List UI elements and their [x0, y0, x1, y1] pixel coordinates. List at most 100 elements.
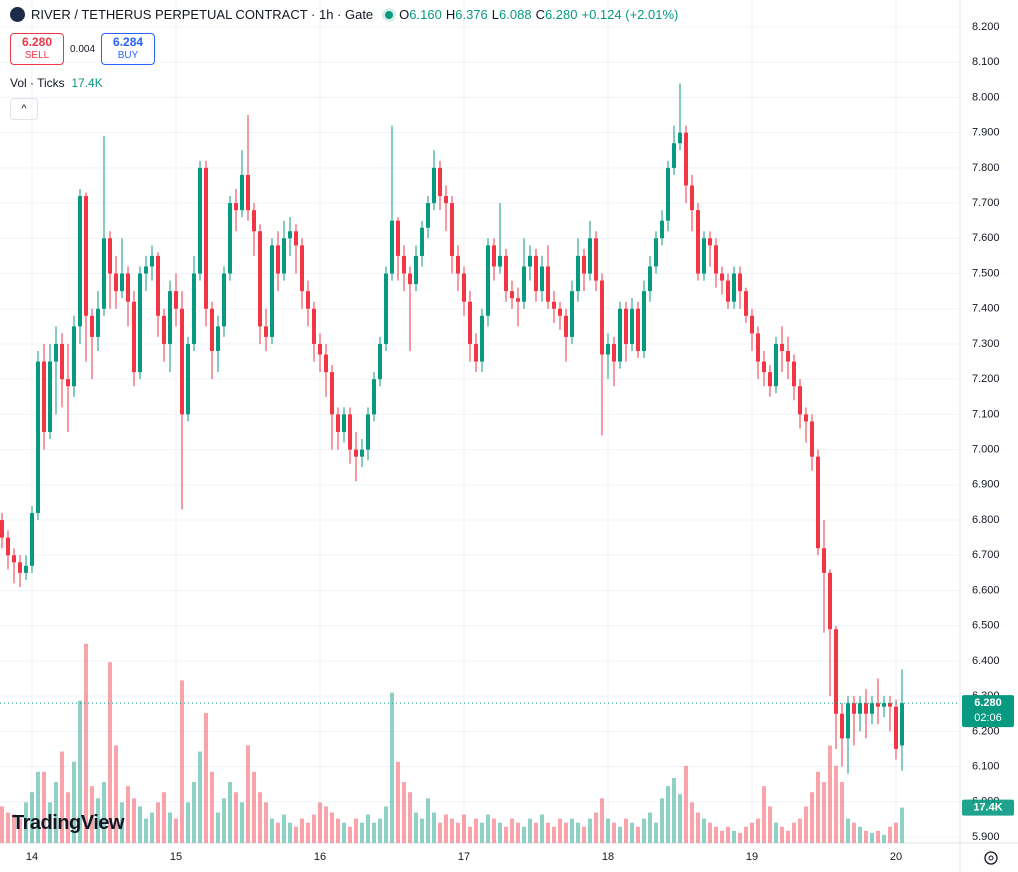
volume-bar [72, 761, 76, 843]
candle-body [444, 196, 448, 204]
volume-bar [276, 822, 280, 843]
volume-bar [516, 822, 520, 843]
last-price-label: 6.280 [974, 697, 1002, 709]
y-tick-label: 8.200 [972, 21, 1000, 33]
candle-body [198, 167, 202, 274]
candle-body [474, 343, 478, 362]
volume-bar [486, 814, 490, 843]
candle-body [726, 280, 730, 302]
sell-button[interactable]: 6.280 SELL [10, 33, 64, 65]
volume-bar [720, 830, 724, 843]
candle-body [96, 308, 100, 337]
candle-body [702, 238, 706, 274]
volume-bar [846, 818, 850, 843]
candle-body [780, 343, 784, 351]
y-tick-label: 6.100 [972, 760, 1000, 772]
candle-body [552, 301, 556, 309]
candle-body [90, 315, 94, 337]
candle-body [660, 220, 664, 239]
candle-body [24, 565, 28, 573]
candle-body [600, 280, 604, 355]
candle-body [210, 308, 214, 351]
candle-body [300, 245, 304, 292]
candle-body [240, 174, 244, 211]
y-tick-label: 8.000 [972, 91, 1000, 103]
candle-body [84, 196, 88, 316]
candle-body [486, 245, 490, 316]
volume-bar [144, 818, 148, 843]
candle-body [744, 291, 748, 316]
volume-bar [300, 818, 304, 843]
candle-body [696, 210, 700, 274]
volume-bar [564, 822, 568, 843]
candle-body [108, 238, 112, 274]
x-tick-label: 19 [746, 851, 758, 863]
volume-bar [270, 818, 274, 843]
volume-bar [756, 818, 760, 843]
volume-bar [126, 786, 130, 843]
volume-bar [828, 745, 832, 843]
candle-body [570, 291, 574, 337]
settings-icon[interactable] [988, 855, 994, 861]
candle-body [168, 291, 172, 344]
volume-bar [150, 812, 154, 843]
candle-body [510, 291, 514, 299]
candle-body [834, 629, 838, 714]
candle-body [0, 520, 4, 538]
settings-icon[interactable] [984, 851, 998, 865]
candle-body [312, 308, 316, 344]
volume-bar [522, 826, 526, 843]
candle-body [276, 245, 280, 274]
collapse-button[interactable]: ^ [10, 98, 38, 120]
volume-bar [228, 782, 232, 843]
y-tick-label: 8.100 [972, 56, 1000, 68]
volume-bar [120, 802, 124, 843]
volume-bar [36, 771, 40, 843]
candle-body [162, 315, 166, 344]
candle-body [354, 449, 358, 457]
volume-bar [810, 792, 814, 843]
volume-bar [798, 818, 802, 843]
candle-body [774, 343, 778, 387]
candle-body [234, 203, 238, 211]
candle-body [804, 414, 808, 422]
volume-bar [870, 832, 874, 843]
volume-bar [534, 822, 538, 843]
volume-bar [372, 822, 376, 843]
candle-body [564, 315, 568, 337]
candle-body [582, 255, 586, 274]
candle-body [258, 231, 262, 327]
ohlc-value: 6.088 [499, 7, 532, 22]
y-tick-label: 6.500 [972, 620, 1000, 632]
ohlc-value: 6.376 [455, 7, 488, 22]
candle-body [222, 273, 226, 327]
candle-body [828, 572, 832, 630]
candle-body [672, 143, 676, 168]
symbol-title[interactable]: RIVER / TETHERUS PERPETUAL CONTRACT · 1h… [31, 7, 374, 22]
candle-body [180, 308, 184, 415]
x-tick-label: 15 [170, 851, 182, 863]
volume-bar [132, 798, 136, 843]
candle-body [138, 273, 142, 373]
candle-body [372, 379, 376, 415]
x-tick-label: 16 [314, 851, 326, 863]
volume-bar [642, 818, 646, 843]
volume-bar [192, 782, 196, 843]
symbol-icon [10, 7, 25, 22]
candle-body [132, 301, 136, 373]
volume-bar [834, 765, 838, 843]
volume-bar [204, 712, 208, 843]
candle-body [294, 231, 298, 246]
buy-button[interactable]: 6.284 BUY [101, 33, 156, 65]
candle-body [216, 326, 220, 351]
volume-bar [48, 802, 52, 843]
candle-body [270, 245, 274, 337]
volume-bar [42, 771, 46, 843]
candle-body [768, 372, 772, 387]
volume-bar [78, 700, 82, 843]
candle-body [366, 414, 370, 450]
volume-bar [804, 806, 808, 843]
volume-bar [282, 814, 286, 843]
candle-body [840, 713, 844, 739]
